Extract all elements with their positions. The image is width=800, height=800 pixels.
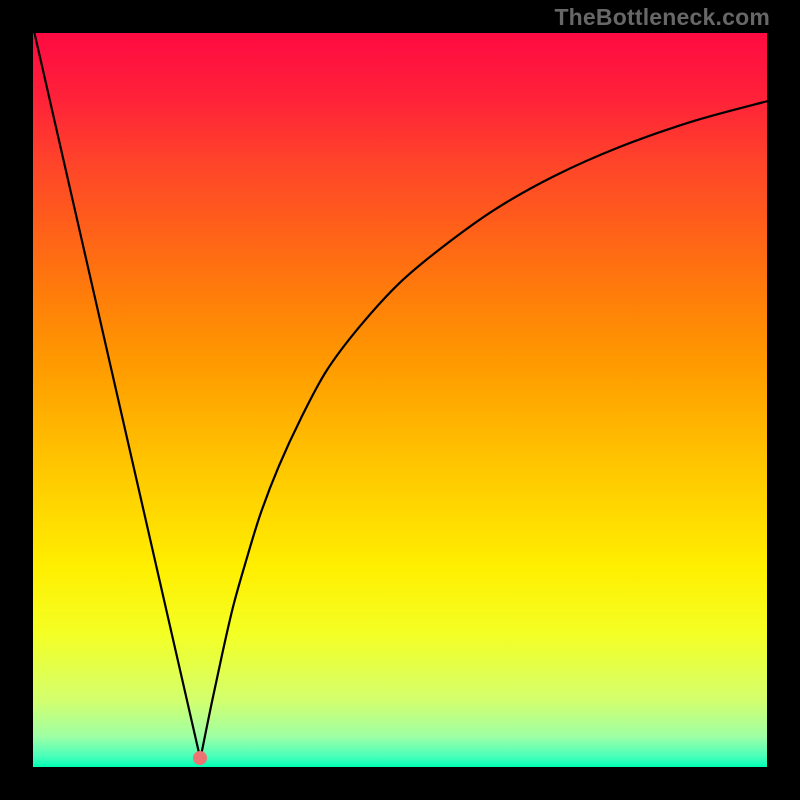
minimum-marker (193, 751, 207, 765)
plot-area (33, 33, 767, 767)
background-gradient (33, 33, 767, 767)
watermark-text: TheBottleneck.com (554, 4, 770, 31)
chart-container: TheBottleneck.com (0, 0, 800, 800)
